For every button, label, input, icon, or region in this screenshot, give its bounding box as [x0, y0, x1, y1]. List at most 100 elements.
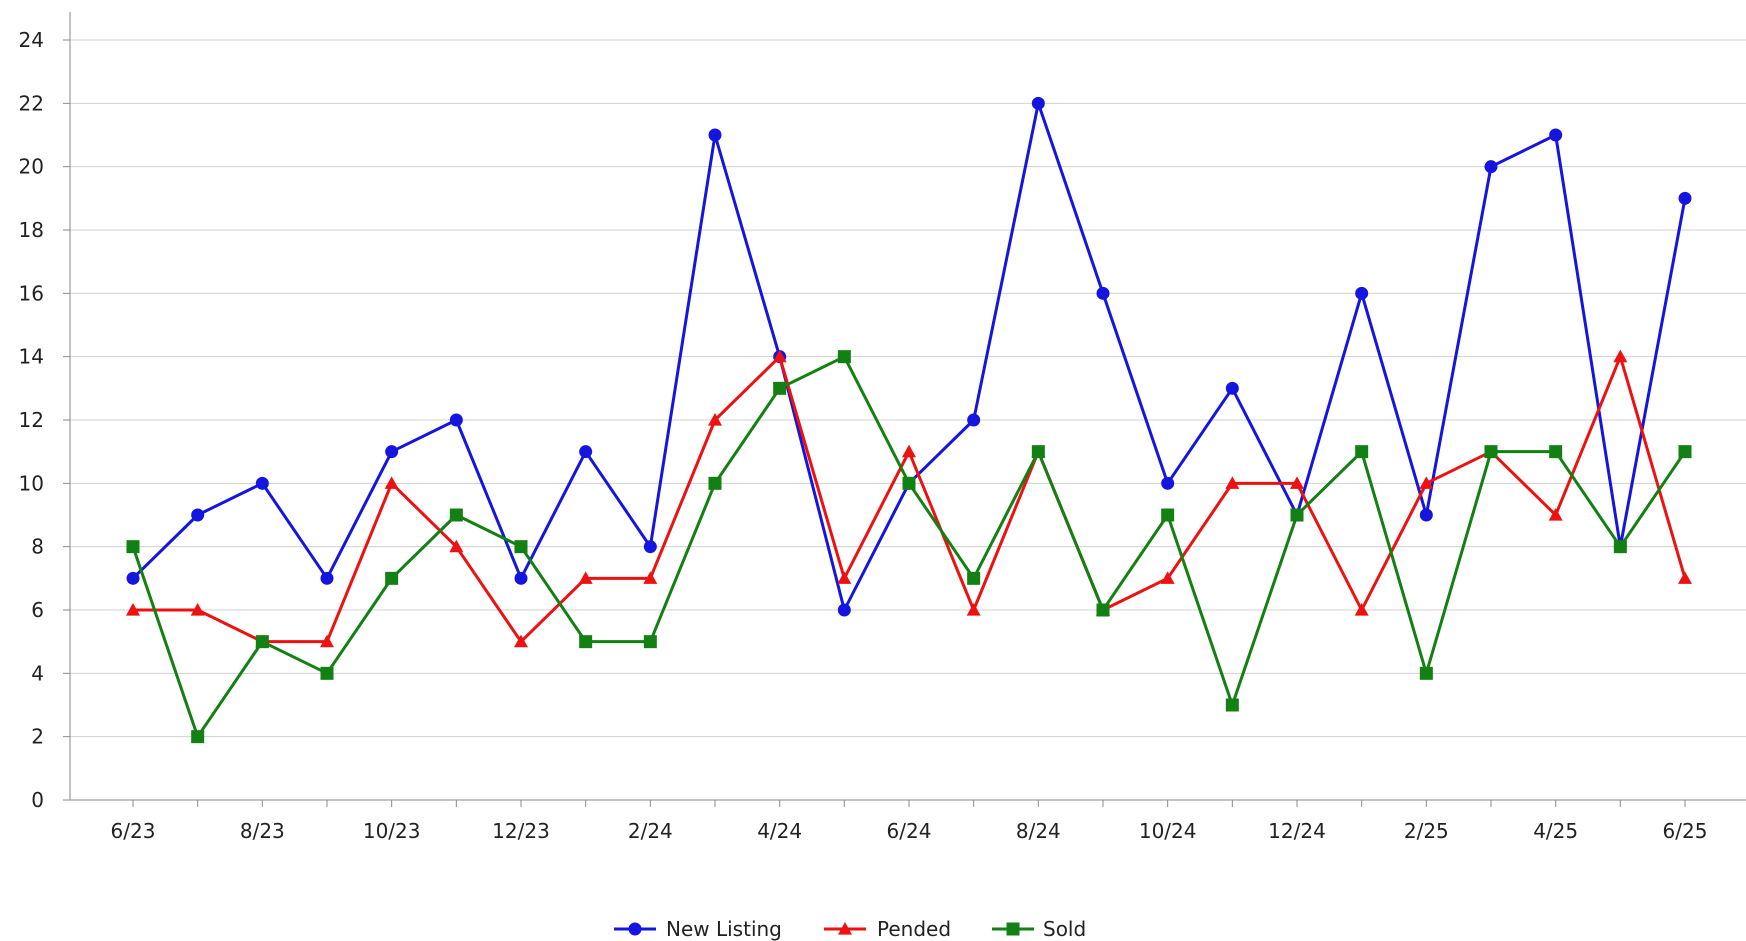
y-tick-label-12: 12 — [19, 408, 44, 432]
point-pended-6-25 — [1678, 571, 1692, 584]
point-pended-9-23 — [320, 634, 334, 648]
point-new-listing-9-23 — [320, 571, 334, 585]
point-sold-12-23 — [514, 540, 528, 554]
point-pended-1-24 — [578, 571, 593, 584]
x-tick-label-4-25: 4/25 — [1533, 819, 1578, 843]
point-sold-11-23 — [449, 508, 463, 522]
point-new-listing-6-23 — [126, 571, 140, 585]
point-pended-4-25 — [1548, 508, 1563, 521]
x-tick-label-6-23: 6/23 — [111, 819, 156, 843]
point-pended-12-23 — [514, 634, 528, 648]
point-pended-11-23 — [449, 539, 464, 553]
point-pended-1-25 — [1354, 603, 1369, 616]
x-tick-label-6-24: 6/24 — [887, 819, 932, 843]
point-pended-5-24 — [837, 571, 852, 584]
x-tick-label-2-24: 2/24 — [628, 819, 673, 843]
point-pended-6-23 — [126, 603, 140, 616]
x-tick-label-10-23: 10/23 — [363, 819, 421, 843]
point-new-listing-4-25 — [1549, 128, 1563, 142]
point-sold-1-24 — [579, 635, 593, 649]
point-new-listing-3-24 — [708, 128, 722, 142]
point-sold-10-23 — [385, 571, 399, 585]
point-sold-9-24 — [1096, 603, 1110, 617]
point-sold-2-25 — [1419, 666, 1433, 680]
point-sold-3-24 — [708, 476, 722, 490]
point-pended-5-25 — [1613, 349, 1628, 363]
grid — [70, 39, 1746, 738]
point-sold-3-25 — [1484, 445, 1498, 459]
point-new-listing-5-24 — [837, 603, 851, 617]
legend-item-sold: Sold — [992, 917, 1086, 941]
series-sold — [126, 350, 1692, 744]
point-pended-4-24 — [772, 349, 787, 363]
point-sold-10-24 — [1161, 508, 1175, 522]
point-sold-7-24 — [967, 571, 981, 585]
legend: New Listing Pended Sold — [614, 917, 1086, 941]
y-tick-label-0: 0 — [31, 788, 44, 812]
y-tick-label-20: 20 — [19, 155, 44, 179]
x-tick-label-8-23: 8/23 — [240, 819, 285, 843]
point-new-listing-6-25 — [1678, 191, 1692, 205]
point-new-listing-12-23 — [514, 571, 528, 585]
x-tick-label-6-25: 6/25 — [1663, 819, 1708, 843]
point-sold-8-23 — [255, 635, 269, 649]
point-sold-8-24 — [1031, 445, 1045, 459]
point-sold-4-24 — [773, 381, 787, 395]
legend-marker-new-listing — [628, 922, 642, 936]
point-new-listing-2-24 — [643, 540, 657, 554]
y-tick-label-2: 2 — [31, 725, 44, 749]
point-new-listing-11-24 — [1225, 381, 1239, 395]
point-sold-2-24 — [643, 635, 657, 649]
point-pended-2-25 — [1419, 476, 1434, 489]
point-pended-11-24 — [1225, 476, 1240, 489]
point-new-listing-1-25 — [1355, 286, 1369, 300]
point-sold-1-25 — [1355, 445, 1369, 459]
point-sold-6-24 — [902, 476, 916, 490]
x-tick-label-4-24: 4/24 — [757, 819, 802, 843]
point-sold-6-25 — [1678, 445, 1692, 459]
x-tick-label-12-24: 12/24 — [1268, 819, 1326, 843]
point-pended-12-24 — [1290, 476, 1304, 489]
x-tick-label-2-25: 2/25 — [1404, 819, 1449, 843]
x-axis-ticks: 6/23 8/23 10/23 12/23 2/24 4/24 6/24 8/24 10/24 1… — [111, 800, 1708, 843]
x-tick-label-10-24: 10/24 — [1139, 819, 1197, 843]
y-tick-label-14: 14 — [19, 345, 44, 369]
legend-label-sold: Sold — [1043, 917, 1086, 941]
y-tick-label-8: 8 — [31, 535, 44, 559]
y-tick-label-16: 16 — [19, 281, 44, 305]
series-layer — [126, 96, 1692, 744]
y-tick-label-4: 4 — [31, 661, 44, 685]
point-pended-10-24 — [1160, 571, 1175, 584]
y-tick-label-10: 10 — [19, 471, 44, 495]
point-new-listing-8-23 — [255, 476, 269, 490]
legend-item-new-listing: New Listing — [614, 917, 782, 941]
point-new-listing-8-24 — [1031, 96, 1045, 110]
y-tick-label-24: 24 — [19, 28, 44, 52]
point-new-listing-11-23 — [449, 413, 463, 427]
point-pended-3-24 — [708, 413, 722, 426]
point-pended-6-24 — [902, 444, 916, 458]
point-pended-10-23 — [384, 476, 399, 489]
point-sold-6-23 — [126, 540, 140, 554]
point-new-listing-2-25 — [1419, 508, 1433, 522]
legend-label-pended: Pended — [877, 917, 951, 941]
point-pended-2-24 — [643, 571, 658, 584]
legend-label-new-listing: New Listing — [666, 917, 782, 941]
point-pended-7-24 — [966, 603, 981, 616]
point-sold-12-24 — [1290, 508, 1304, 522]
series-pended — [126, 349, 1692, 648]
point-sold-9-23 — [320, 666, 334, 680]
point-new-listing-7-23 — [191, 508, 205, 522]
point-new-listing-10-23 — [385, 445, 399, 459]
x-tick-label-12-23: 12/23 — [492, 819, 550, 843]
legend-marker-pended — [838, 922, 852, 935]
point-new-listing-3-25 — [1484, 160, 1498, 174]
y-tick-label-6: 6 — [31, 598, 44, 622]
y-tick-label-22: 22 — [19, 91, 44, 115]
point-new-listing-9-24 — [1096, 286, 1110, 300]
y-tick-label-18: 18 — [19, 218, 44, 242]
point-new-listing-10-24 — [1161, 476, 1175, 490]
point-new-listing-7-24 — [967, 413, 981, 427]
point-pended-7-23 — [190, 603, 205, 616]
